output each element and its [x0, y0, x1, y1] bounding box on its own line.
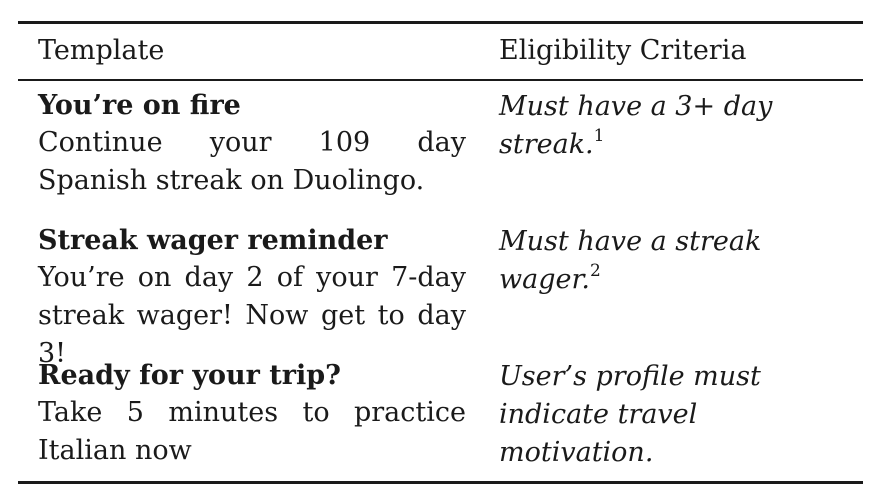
- template-cell: Ready for your trip? Take 5 minutes to p…: [38, 358, 466, 470]
- top-rule: [18, 21, 863, 24]
- footnote-marker: 2: [590, 261, 601, 281]
- bottom-rule: [18, 481, 863, 484]
- template-title: You’re on fire: [38, 90, 241, 121]
- template-body: Continue your 109 day Spanish streak on …: [38, 127, 466, 196]
- template-title: Streak wager reminder: [38, 225, 388, 256]
- criteria-cell: Must have a streak wager.2: [499, 223, 859, 299]
- template-cell: You’re on fire Continue your 109 day Spa…: [38, 88, 466, 200]
- footnote-marker: 1: [593, 126, 605, 146]
- template-title: Ready for your trip?: [38, 360, 341, 391]
- template-body: Take 5 minutes to practice Italian now: [38, 397, 466, 466]
- criteria-cell: Must have a 3+ day streak.1: [499, 88, 859, 164]
- header-template: Template: [38, 35, 165, 66]
- template-body: You’re on day 2 of your 7-day streak wag…: [38, 262, 466, 369]
- criteria-text: Must have a streak wager.: [499, 226, 762, 295]
- header-rule: [18, 79, 863, 81]
- criteria-cell: User’s profile must indicate travel moti…: [499, 358, 859, 472]
- criteria-text: User’s profile must indicate travel moti…: [499, 361, 761, 468]
- criteria-text: Must have a 3+ day streak.: [499, 91, 773, 160]
- template-cell: Streak wager reminder You’re on day 2 of…: [38, 223, 466, 373]
- header-eligibility-criteria: Eligibility Criteria: [499, 35, 747, 66]
